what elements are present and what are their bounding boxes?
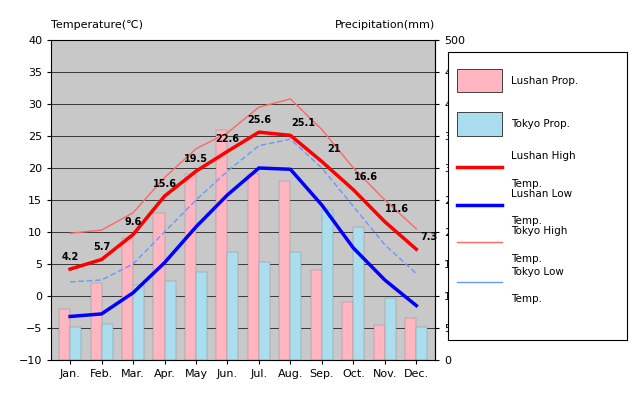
Text: 25.1: 25.1 [291,118,315,128]
Bar [216,130,227,360]
Bar [416,327,428,360]
Bar [122,238,133,360]
Bar [311,270,322,360]
Bar [227,252,239,360]
Text: Tokyo High: Tokyo High [511,226,567,236]
Text: Lushan Low: Lushan Low [511,189,572,199]
Text: 25.6: 25.6 [247,114,271,124]
Bar [90,283,102,360]
Bar [322,210,333,360]
Text: Tokyo Prop.: Tokyo Prop. [511,119,570,129]
Bar [374,325,385,360]
Text: 11.6: 11.6 [385,204,410,214]
FancyBboxPatch shape [457,69,502,92]
Bar [59,309,70,360]
Text: Precipitation(mm): Precipitation(mm) [335,20,435,30]
Text: Lushan Prop.: Lushan Prop. [511,76,578,86]
Bar [342,302,353,360]
Bar [164,281,175,360]
Bar [70,327,81,360]
Text: Temperature(℃): Temperature(℃) [51,20,143,30]
Bar [248,174,259,360]
Bar [102,324,113,360]
Text: 22.6: 22.6 [216,134,239,144]
Bar [185,174,196,360]
Bar [154,213,164,360]
Bar [291,252,301,360]
Bar [405,318,416,360]
Text: Temp.: Temp. [511,294,541,304]
Text: Temp.: Temp. [511,216,541,226]
Bar [353,227,364,360]
Text: Tokyo Low: Tokyo Low [511,267,564,277]
Text: Temp.: Temp. [511,254,541,264]
Bar [196,272,207,360]
Bar [259,262,270,360]
Text: 15.6: 15.6 [152,178,177,188]
Bar [133,285,144,360]
Text: 9.6: 9.6 [124,217,141,227]
Text: 5.7: 5.7 [93,242,110,252]
Text: Lushan High: Lushan High [511,152,575,162]
Bar [280,181,291,360]
Text: Temp.: Temp. [511,179,541,189]
Bar [385,298,396,360]
Text: 7.3: 7.3 [420,232,438,242]
Text: 4.2: 4.2 [61,252,79,262]
Text: 19.5: 19.5 [184,154,208,164]
Text: 21: 21 [328,144,341,154]
Text: 16.6: 16.6 [354,172,378,182]
FancyBboxPatch shape [457,112,502,136]
